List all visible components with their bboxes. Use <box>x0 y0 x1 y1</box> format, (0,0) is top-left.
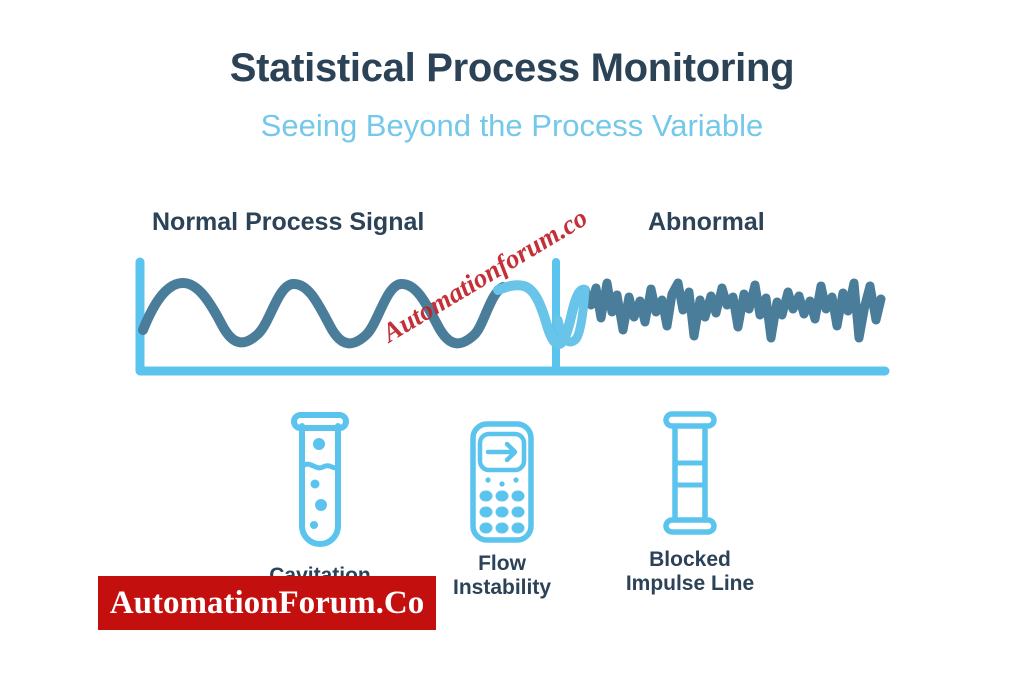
chart-axes <box>135 257 890 376</box>
icon-block-blocked-impulse-line: Blocked Impulse Line <box>602 408 778 595</box>
icon-caption-flow-instability: Flow Instability <box>452 552 552 599</box>
normal-signal-tail-path <box>493 280 590 349</box>
logo-text: AutomationForum.Co <box>109 584 425 621</box>
section-label-normal: Normal Process Signal <box>152 208 425 236</box>
test-tube-icon <box>291 412 349 547</box>
blocked-pipe-icon <box>663 411 717 535</box>
icon-caption-blocked-impulse-line: Blocked Impulse Line <box>625 548 755 595</box>
abnormal-signal-lead-path <box>553 285 590 347</box>
icon-block-cavitation: Cavitation <box>238 408 402 588</box>
page-subtitle: Seeing Beyond the Process Variable <box>260 108 764 143</box>
axis-lines <box>135 257 890 376</box>
section-label-abnormal: Abnormal <box>648 208 765 236</box>
abnormal-signal-path <box>580 278 886 343</box>
automationforum-logo-badge[interactable]: AutomationForum.Co <box>98 576 436 630</box>
handheld-communicator-icon <box>470 421 534 543</box>
icon-block-flow-instability: Flow Instability <box>427 420 577 599</box>
page-title: Statistical Process Monitoring <box>229 46 795 90</box>
